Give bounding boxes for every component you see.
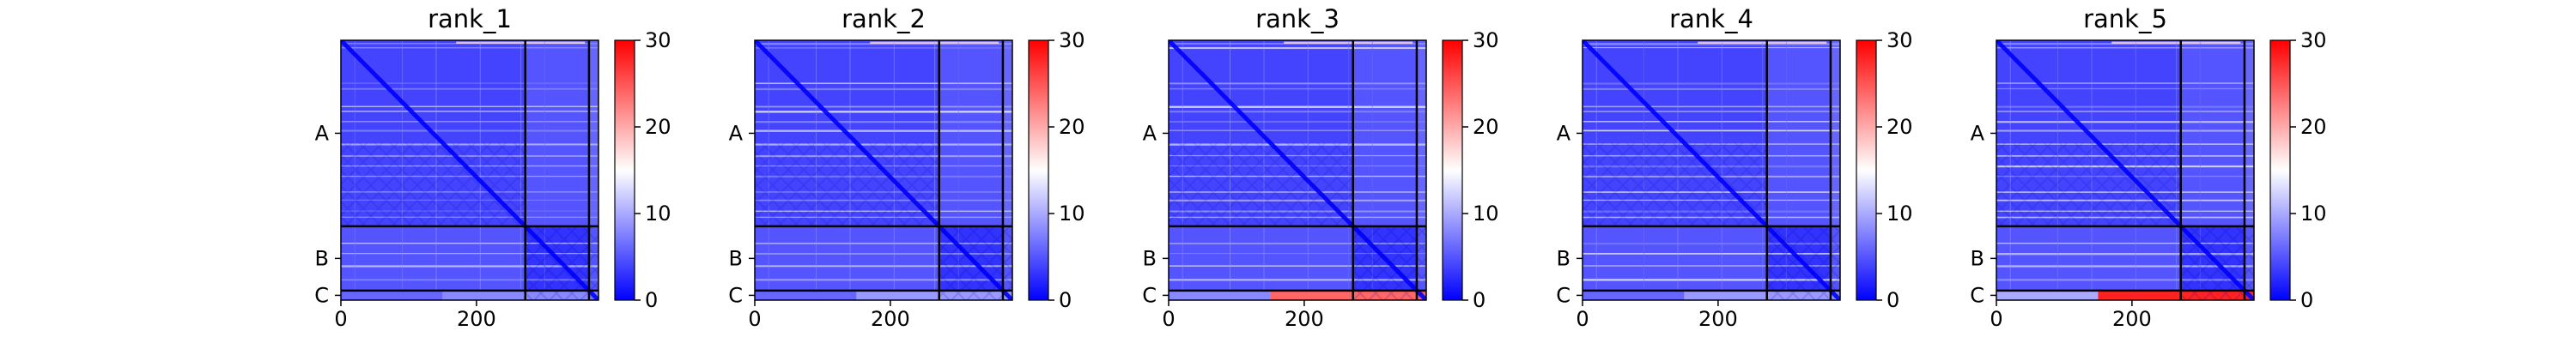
colorbar-tick-label: 10	[2300, 202, 2327, 226]
chain-label-A: A	[1557, 121, 1571, 145]
x-tick-label: 0	[748, 307, 761, 331]
colorbar-tick-label: 10	[645, 202, 671, 226]
colorbar-tick-label: 30	[645, 28, 671, 52]
colorbar	[614, 39, 635, 301]
colorbar-tick-label: 30	[1886, 28, 1913, 52]
chain-label-C: C	[1556, 283, 1571, 307]
chain-label-A: A	[729, 121, 744, 145]
x-tick-label: 0	[334, 307, 347, 331]
colorbar-tick-label: 20	[645, 115, 671, 139]
x-tick-label: 200	[1285, 307, 1324, 331]
colorbar	[1442, 39, 1463, 301]
chain-label-B: B	[1143, 246, 1157, 270]
colorbar-tick-label: 10	[1473, 202, 1499, 226]
chain-label-A: A	[1971, 121, 1985, 145]
colorbar-tick-label: 0	[1473, 288, 1485, 312]
chain-label-A: A	[315, 121, 330, 145]
x-tick-label: 0	[1162, 307, 1175, 331]
chain-label-B: B	[1557, 246, 1571, 270]
chain-label-B: B	[1971, 246, 1984, 270]
colorbar-tick-label: 0	[1059, 288, 1072, 312]
panel-title: rank_2	[841, 4, 926, 33]
colorbar-tick-label: 10	[1059, 202, 1085, 226]
colorbar-tick-label: 30	[1059, 28, 1085, 52]
x-tick-label: 200	[457, 307, 496, 331]
chain-label-B: B	[729, 246, 743, 270]
colorbar-tick-label: 20	[1059, 115, 1085, 139]
colorbar-tick-label: 20	[2300, 115, 2327, 139]
colorbar	[2269, 39, 2291, 301]
chain-label-C: C	[1142, 283, 1157, 307]
colorbar-tick-label: 30	[2300, 28, 2327, 52]
panel-title: rank_3	[1255, 4, 1340, 33]
colorbar-tick-label: 20	[1473, 115, 1499, 139]
x-tick-label: 200	[871, 307, 910, 331]
panel-title: rank_1	[428, 4, 512, 33]
panel-title: rank_4	[1669, 4, 1753, 33]
chain-label-C: C	[314, 283, 329, 307]
colorbar-tick-label: 0	[1886, 288, 1899, 312]
colorbar	[1856, 39, 1877, 301]
colorbar-tick-label: 30	[1473, 28, 1499, 52]
colorbar-tick-label: 10	[1886, 202, 1913, 226]
x-tick-label: 200	[1698, 307, 1738, 331]
x-tick-label: 0	[1576, 307, 1589, 331]
panel-title: rank_5	[2083, 4, 2167, 33]
chain-label-A: A	[1143, 121, 1157, 145]
colorbar	[1028, 39, 1049, 301]
chain-label-C: C	[728, 283, 743, 307]
chain-label-C: C	[1970, 283, 1984, 307]
x-tick-label: 200	[2112, 307, 2152, 331]
chain-label-B: B	[315, 246, 329, 270]
colorbar-tick-label: 0	[2300, 288, 2313, 312]
colorbar-tick-label: 0	[645, 288, 658, 312]
x-tick-label: 0	[1990, 307, 2002, 331]
colorbar-tick-label: 20	[1886, 115, 1913, 139]
